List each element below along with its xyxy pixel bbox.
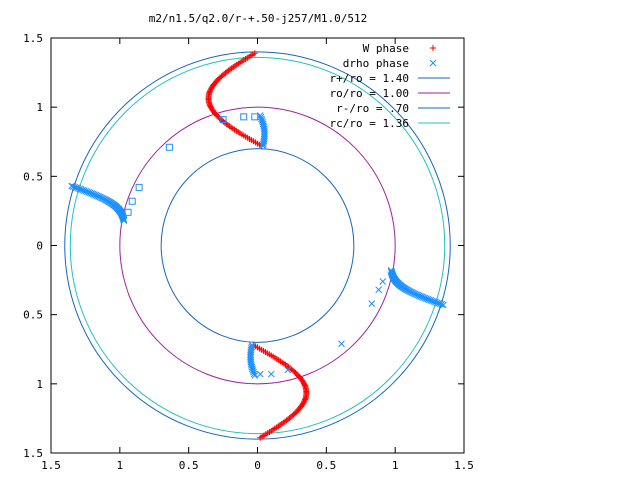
drho-phase-point — [240, 113, 248, 121]
drho-phase-point — [379, 278, 387, 285]
arm — [247, 341, 259, 379]
legend-label: r-/ro = .70 — [336, 102, 409, 115]
drho-phase-point — [368, 300, 376, 307]
chart-title: m2/n1.5/q2.0/r-+.50-j257/M1.0/512 — [149, 12, 368, 25]
legend-label: rc/ro = 1.36 — [330, 117, 409, 130]
arm — [256, 112, 268, 150]
drho-phase-point — [387, 267, 395, 274]
drho-phase-point — [251, 113, 259, 121]
arm — [387, 267, 447, 309]
x-tick-label: 0 — [254, 459, 261, 472]
y-tick-label: 1.5 — [23, 32, 43, 45]
arm — [205, 50, 265, 149]
y-tick-label: 0 — [36, 240, 43, 253]
drho-phase-point — [120, 217, 128, 224]
plot-frame — [50, 37, 465, 454]
drho-phase-point — [135, 183, 143, 191]
drho-phase-point — [128, 197, 136, 205]
arm — [68, 182, 128, 224]
drho-phase-point — [219, 116, 227, 124]
y-tick-label: 0.5 — [23, 309, 43, 322]
y-tick-label: 1.5 — [23, 447, 43, 460]
circle-r-0_7 — [160, 148, 355, 343]
drho-phase-point — [124, 208, 132, 216]
drho-scatter — [124, 113, 387, 378]
legend-label: drho phase — [343, 57, 409, 70]
drho-phase-point — [375, 286, 383, 294]
data-points — [68, 50, 447, 441]
drho-phase-point — [284, 366, 292, 374]
circle-r-1_36 — [69, 56, 446, 435]
circle-r-1_4 — [64, 51, 451, 440]
legend-label: ro/ro = 1.00 — [330, 87, 409, 100]
drho-phase-point — [165, 143, 173, 151]
drho-phase-point — [250, 370, 258, 378]
x-tick-label: 1 — [392, 459, 399, 472]
drho-phase-point — [267, 370, 275, 378]
x-tick-label: 1.5 — [41, 459, 61, 472]
reference-circles — [64, 51, 451, 440]
y-tick-label: 0.5 — [23, 170, 43, 183]
y-tick-label: 1 — [36, 101, 43, 114]
drho-phase-point — [338, 340, 345, 348]
x-tick-label: 1 — [117, 459, 124, 472]
circle-r-1 — [119, 106, 396, 385]
w-phase-point — [430, 45, 436, 51]
drho-phase-point — [256, 370, 264, 378]
legend-label: r+/ro = 1.40 — [330, 72, 409, 85]
x-tick-label: 1.5 — [454, 459, 474, 472]
drho-phase-point — [257, 113, 265, 121]
x-tick-label: 0.5 — [179, 459, 199, 472]
y-tick-label: 1 — [36, 378, 43, 391]
drho-phase-point — [256, 112, 264, 119]
legend: W phase drho phase r+/ro = 1.40 ro/ro = 1.0… — [330, 42, 450, 130]
drho-phase-point — [251, 372, 259, 379]
legend-label: W phase — [363, 42, 409, 55]
x-tick-label: 0.5 — [316, 459, 336, 472]
arm — [250, 342, 310, 441]
drho-phase-point — [429, 59, 437, 67]
